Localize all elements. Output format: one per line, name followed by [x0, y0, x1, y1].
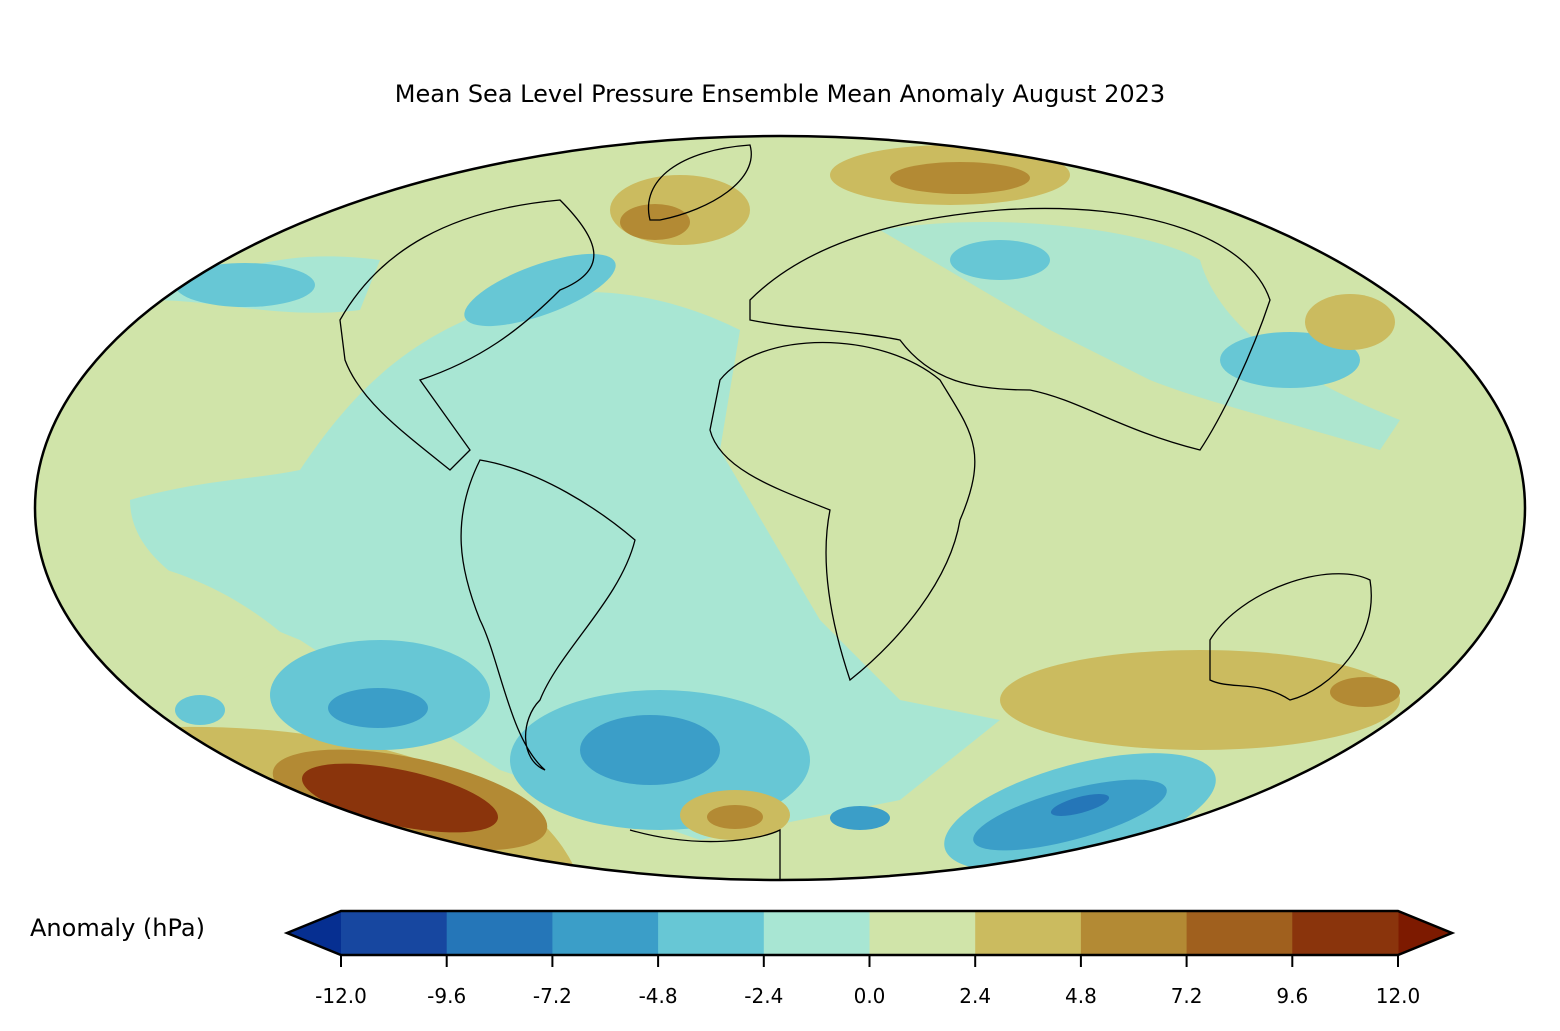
colorbar-segment: [1186, 911, 1293, 955]
colorbar-tick-label: -12.0: [315, 984, 367, 1008]
colorbar-segment: [1080, 911, 1188, 955]
colorbar-segment: [869, 911, 976, 955]
colorbar-under-arrow: [287, 911, 341, 955]
map-title: Mean Sea Level Pressure Ensemble Mean An…: [394, 80, 1166, 108]
colorbar-tick-label: -2.4: [744, 984, 784, 1008]
colorbar: [283, 909, 1456, 967]
colorbar-tick-label: 2.4: [959, 984, 992, 1008]
colorbar-over-arrow: [1398, 911, 1452, 955]
colorbar-segment: [763, 911, 870, 955]
coastlines: [339, 144, 1372, 880]
colorbar-tick-label: 7.2: [1170, 984, 1203, 1008]
colorbar-segment: [658, 911, 765, 955]
colorbar-label: Anomaly (hPa): [30, 914, 205, 942]
colorbar-tick-label: -4.8: [638, 984, 678, 1008]
colorbar-tick-label: -9.6: [427, 984, 467, 1008]
colorbar-segment: [975, 911, 1082, 955]
colorbar-segment: [446, 911, 553, 955]
colorbar-tick-label: 4.8: [1064, 984, 1097, 1008]
colorbar-segment: [1292, 911, 1399, 955]
colorbar-tick-label: 0.0: [853, 984, 886, 1008]
colorbar-segment: [552, 911, 659, 955]
colorbar-segment: [341, 911, 448, 955]
map-boundary: [33, 134, 1527, 882]
colorbar-tick-label: 12.0: [1375, 984, 1421, 1008]
colorbar-tick-label: -7.2: [532, 984, 572, 1008]
colorbar-tick-label: 9.6: [1276, 984, 1309, 1008]
